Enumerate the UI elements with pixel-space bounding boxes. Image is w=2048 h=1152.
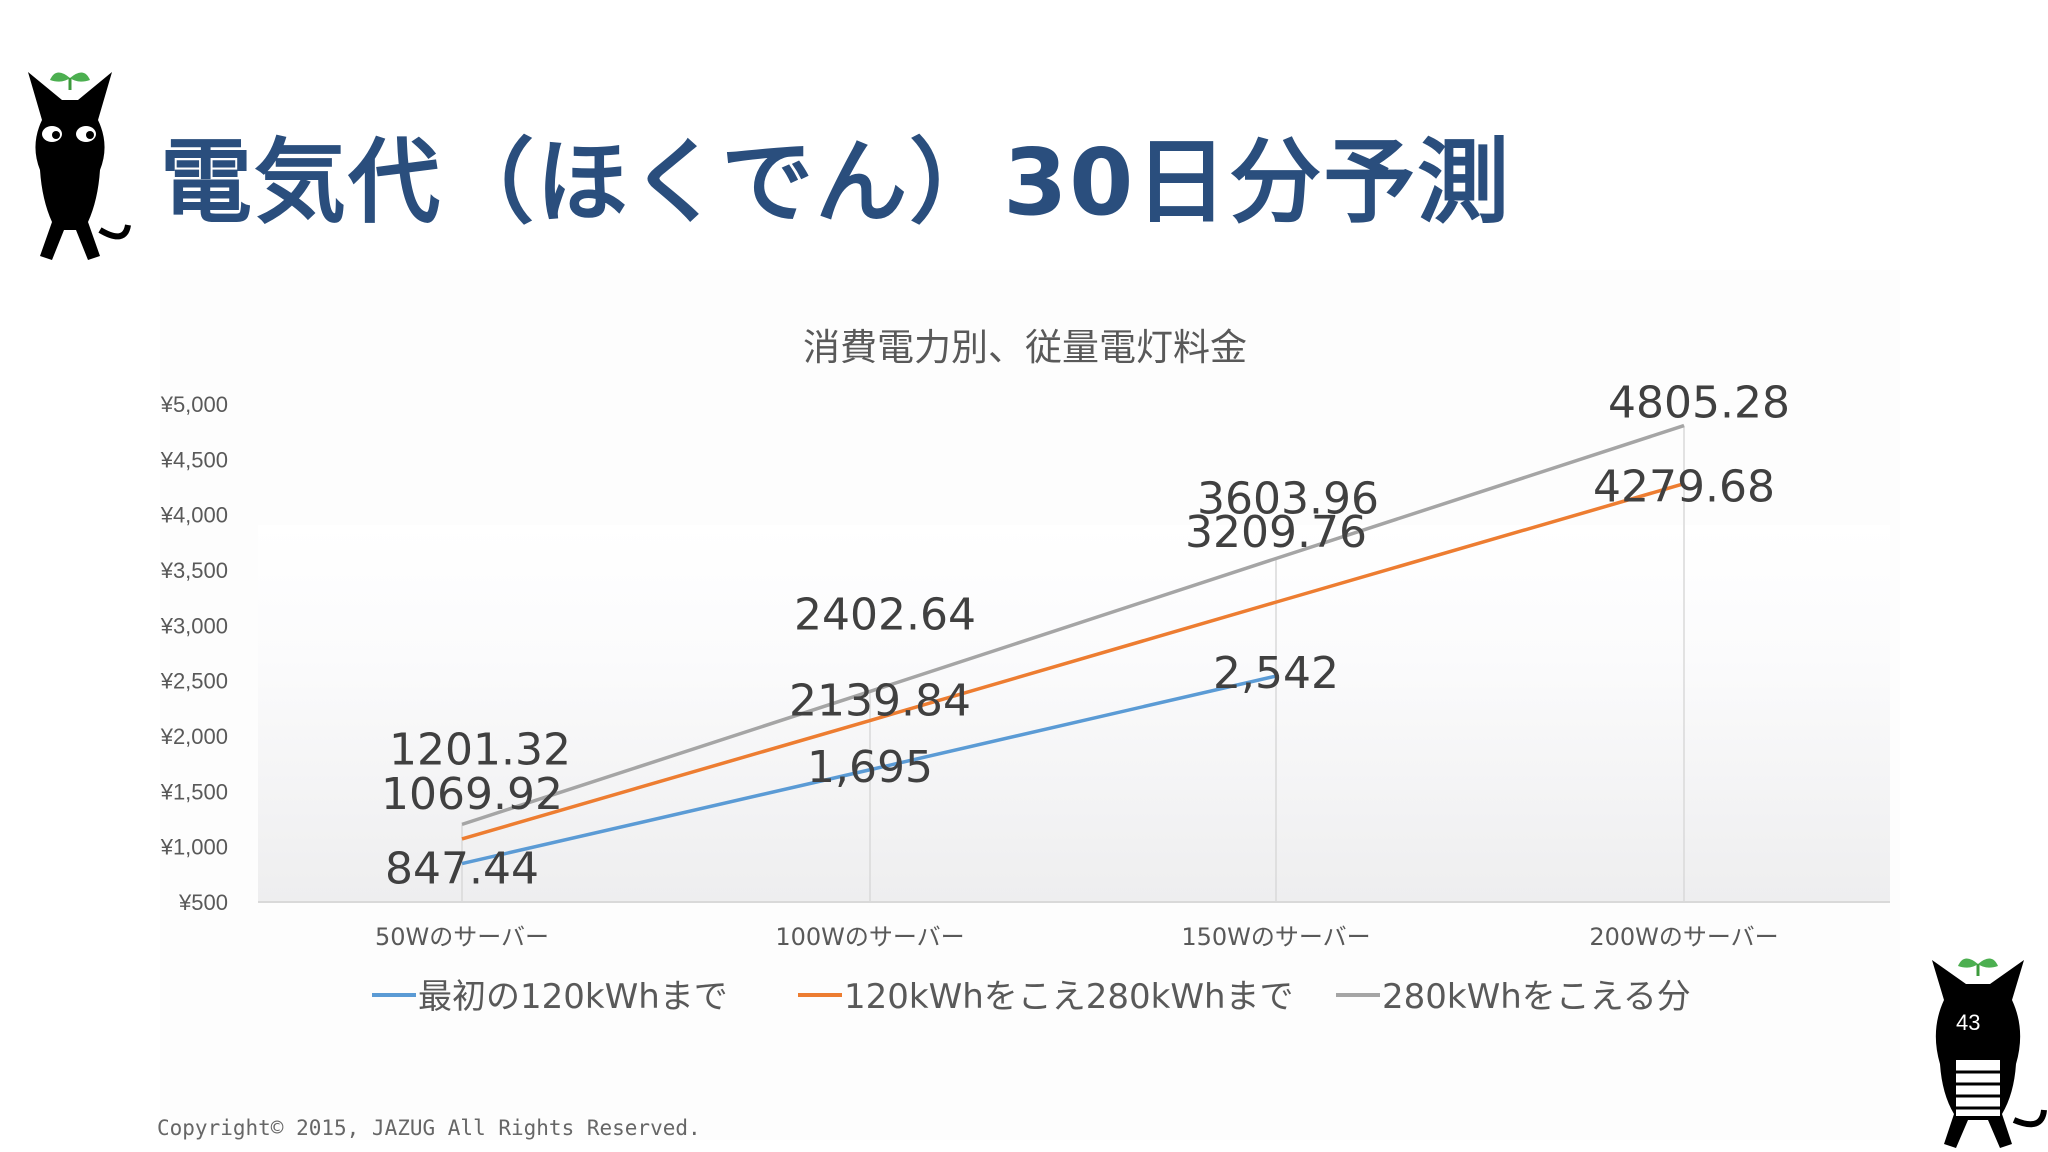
y-tick-label: ¥1,000 — [160, 835, 228, 860]
y-tick-label: ¥3,500 — [160, 558, 228, 583]
legend-label: 最初の120kWhまで — [418, 977, 728, 1017]
data-label: 4805.28 — [1608, 378, 1790, 429]
copyright-footer: Copyright© 2015, JAZUG All Rights Reserv… — [157, 1116, 701, 1140]
series-line-0 — [461, 674, 1277, 866]
y-tick-label: ¥4,000 — [160, 503, 228, 528]
data-label: 3209.76 — [1185, 507, 1367, 558]
legend-label: 120kWhをこえ280kWhまで — [844, 977, 1294, 1017]
slide-title: 電気代（ほくでん）30日分予測 — [160, 129, 1512, 236]
data-label: 2139.84 — [789, 676, 971, 727]
y-tick-label: ¥2,000 — [160, 724, 228, 749]
y-tick-label: ¥1,500 — [160, 779, 228, 804]
data-label: 1069.92 — [381, 769, 563, 820]
data-label: 2402.64 — [794, 589, 976, 640]
x-axis: 50Wのサーバー 100Wのサーバー 150Wのサーバー 200Wのサーバー — [258, 425, 1890, 951]
data-label: 3603.96 — [1197, 473, 1379, 524]
data-label: 2,542 — [1213, 648, 1339, 699]
data-label: 1,695 — [807, 742, 933, 793]
legend-label: 280kWhをこえる分 — [1382, 977, 1691, 1017]
series-line-1 — [461, 482, 1685, 841]
y-tick-label: ¥5,000 — [160, 392, 228, 417]
x-tick-label: 50Wのサーバー — [375, 923, 549, 951]
data-label: 847.44 — [385, 844, 539, 895]
legend: 最初の120kWhまで 120kWhをこえ280kWhまで 280kWhをこえる分 — [372, 977, 1691, 1017]
black-cat-mascot-icon — [28, 72, 131, 260]
x-tick-label: 150Wのサーバー — [1181, 923, 1370, 951]
data-label: 4279.68 — [1593, 462, 1775, 513]
y-axis: ¥5,000 ¥4,500 ¥4,000 ¥3,500 ¥3,000 ¥2,500 ¥2,0… — [160, 392, 228, 915]
y-tick-label: ¥4,500 — [160, 447, 228, 472]
series-layer — [461, 423, 1685, 866]
x-tick-label: 200Wのサーバー — [1589, 923, 1778, 951]
chart-title: 消費電力別、従量電灯料金 — [803, 326, 1247, 369]
x-tick-label: 100Wのサーバー — [775, 923, 964, 951]
black-cat-mascot-icon — [1932, 958, 2047, 1148]
data-labels: 847.44 1,695 2,542 1069.92 2139.84 3209.76 427… — [381, 378, 1790, 895]
page-number: 43 — [1956, 1010, 1981, 1035]
data-label: 1201.32 — [389, 724, 571, 775]
series-line-2 — [461, 423, 1685, 827]
y-tick-label: ¥2,500 — [160, 669, 228, 694]
y-tick-label: ¥500 — [178, 890, 228, 915]
plot-area-shading — [258, 525, 1890, 902]
y-tick-label: ¥3,000 — [160, 613, 228, 638]
